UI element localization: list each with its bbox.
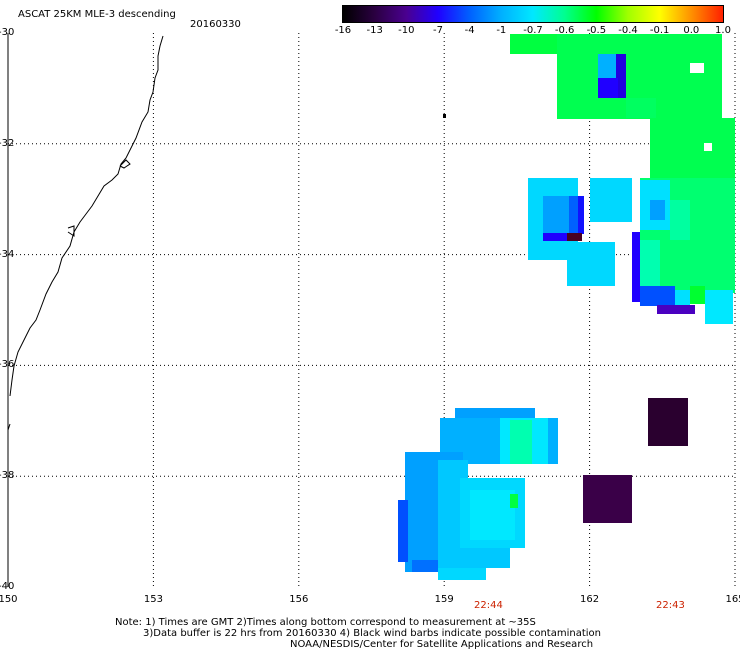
longitude-label: 162 <box>580 594 600 605</box>
product-date: 20160330 <box>190 19 241 30</box>
colorbar-gradient <box>343 6 723 22</box>
swath-cell <box>578 196 584 234</box>
note-line-1: Note: 1) Times are GMT 2)Times along bot… <box>115 617 536 628</box>
colorbar-tick-label: -0.5 <box>586 25 607 36</box>
swath-cell <box>650 200 665 220</box>
swath-south <box>398 408 558 580</box>
pass-time-label: 22:43 <box>656 600 685 611</box>
swath-cell <box>657 305 695 314</box>
longitude-label: 153 <box>143 594 163 605</box>
isolated-pixel <box>443 114 446 118</box>
colorbar-tick-label: -0.6 <box>554 25 575 36</box>
swath-cell <box>598 54 618 78</box>
swath-cell <box>640 286 675 306</box>
swath-cell <box>567 233 582 241</box>
colorbar-tick-label: -16 <box>334 25 352 36</box>
longitude-label: 159 <box>434 594 454 605</box>
swath-cell <box>690 63 704 73</box>
swath-cell <box>626 98 656 118</box>
swath-cell <box>543 233 567 241</box>
swath-cell <box>510 420 532 464</box>
swath-cell <box>510 34 560 54</box>
swath-cell <box>670 200 690 240</box>
swath-cell <box>675 290 690 305</box>
swath-cell <box>470 490 515 540</box>
swath-middle <box>528 178 632 286</box>
colorbar-tick-label: -0.4 <box>618 25 638 36</box>
latitude-label: -34 <box>0 248 15 260</box>
colorbar-tick-label: -1 <box>496 25 507 36</box>
pass-time-label: 22:44 <box>474 600 503 611</box>
swath-cell-outlier <box>648 398 688 446</box>
colorbar-tick-label: -0.1 <box>649 25 670 36</box>
swath-cell <box>598 78 618 98</box>
swath-cell <box>455 408 535 420</box>
latitude-label: -30 <box>0 27 15 38</box>
colorbar-tick-label: 0.0 <box>683 25 700 36</box>
longitude-label: 156 <box>289 594 309 605</box>
note-line-3: NOAA/NESDIS/Center for Satellite Applica… <box>290 639 594 650</box>
swath-cell <box>510 494 518 508</box>
swath-cell <box>616 54 626 98</box>
coastline <box>9 35 164 397</box>
swath-cell <box>398 500 408 562</box>
longitude-label: 165 <box>725 594 740 605</box>
swath-cell <box>705 290 733 324</box>
swath-cell <box>640 240 660 295</box>
coastline-inlet <box>67 225 75 237</box>
swath-cell <box>590 178 632 222</box>
swath-cell <box>650 118 735 178</box>
swath-cell <box>567 242 615 286</box>
colorbar-tick-label: -7 <box>433 25 443 36</box>
swath-cell <box>704 143 712 151</box>
colorbar <box>342 5 724 23</box>
colorbar-tick-label: -4 <box>464 25 475 36</box>
swath-cell <box>569 196 579 234</box>
longitude-label: 150 <box>0 594 18 605</box>
colorbar-tick-label: 1.0 <box>715 25 731 36</box>
product-title: ASCAT 25KM MLE-3 descending <box>18 9 176 20</box>
colorbar-tick-label: -0.7 <box>523 25 543 36</box>
note-line-2: 3)Data buffer is 22 hrs from 20160330 4)… <box>143 628 601 639</box>
latitude-label: -36 <box>0 359 15 371</box>
swath-cell-outlier <box>583 475 632 523</box>
colorbar-tick-label: -13 <box>366 25 383 36</box>
swath-cell <box>632 232 640 302</box>
swath-cell <box>445 548 510 568</box>
swath-cell <box>543 196 569 234</box>
latitude-label: -32 <box>0 137 15 149</box>
swath-east <box>510 34 735 324</box>
latitude-label: -40 <box>0 581 15 592</box>
swath-cell <box>690 286 705 304</box>
coastline-inlet <box>119 159 131 169</box>
coastline-inlet <box>7 423 11 431</box>
latitude-label: -38 <box>0 470 15 482</box>
colorbar-tick-label: -10 <box>398 25 415 36</box>
swath-cell <box>438 568 486 580</box>
swath-cell <box>412 560 440 572</box>
